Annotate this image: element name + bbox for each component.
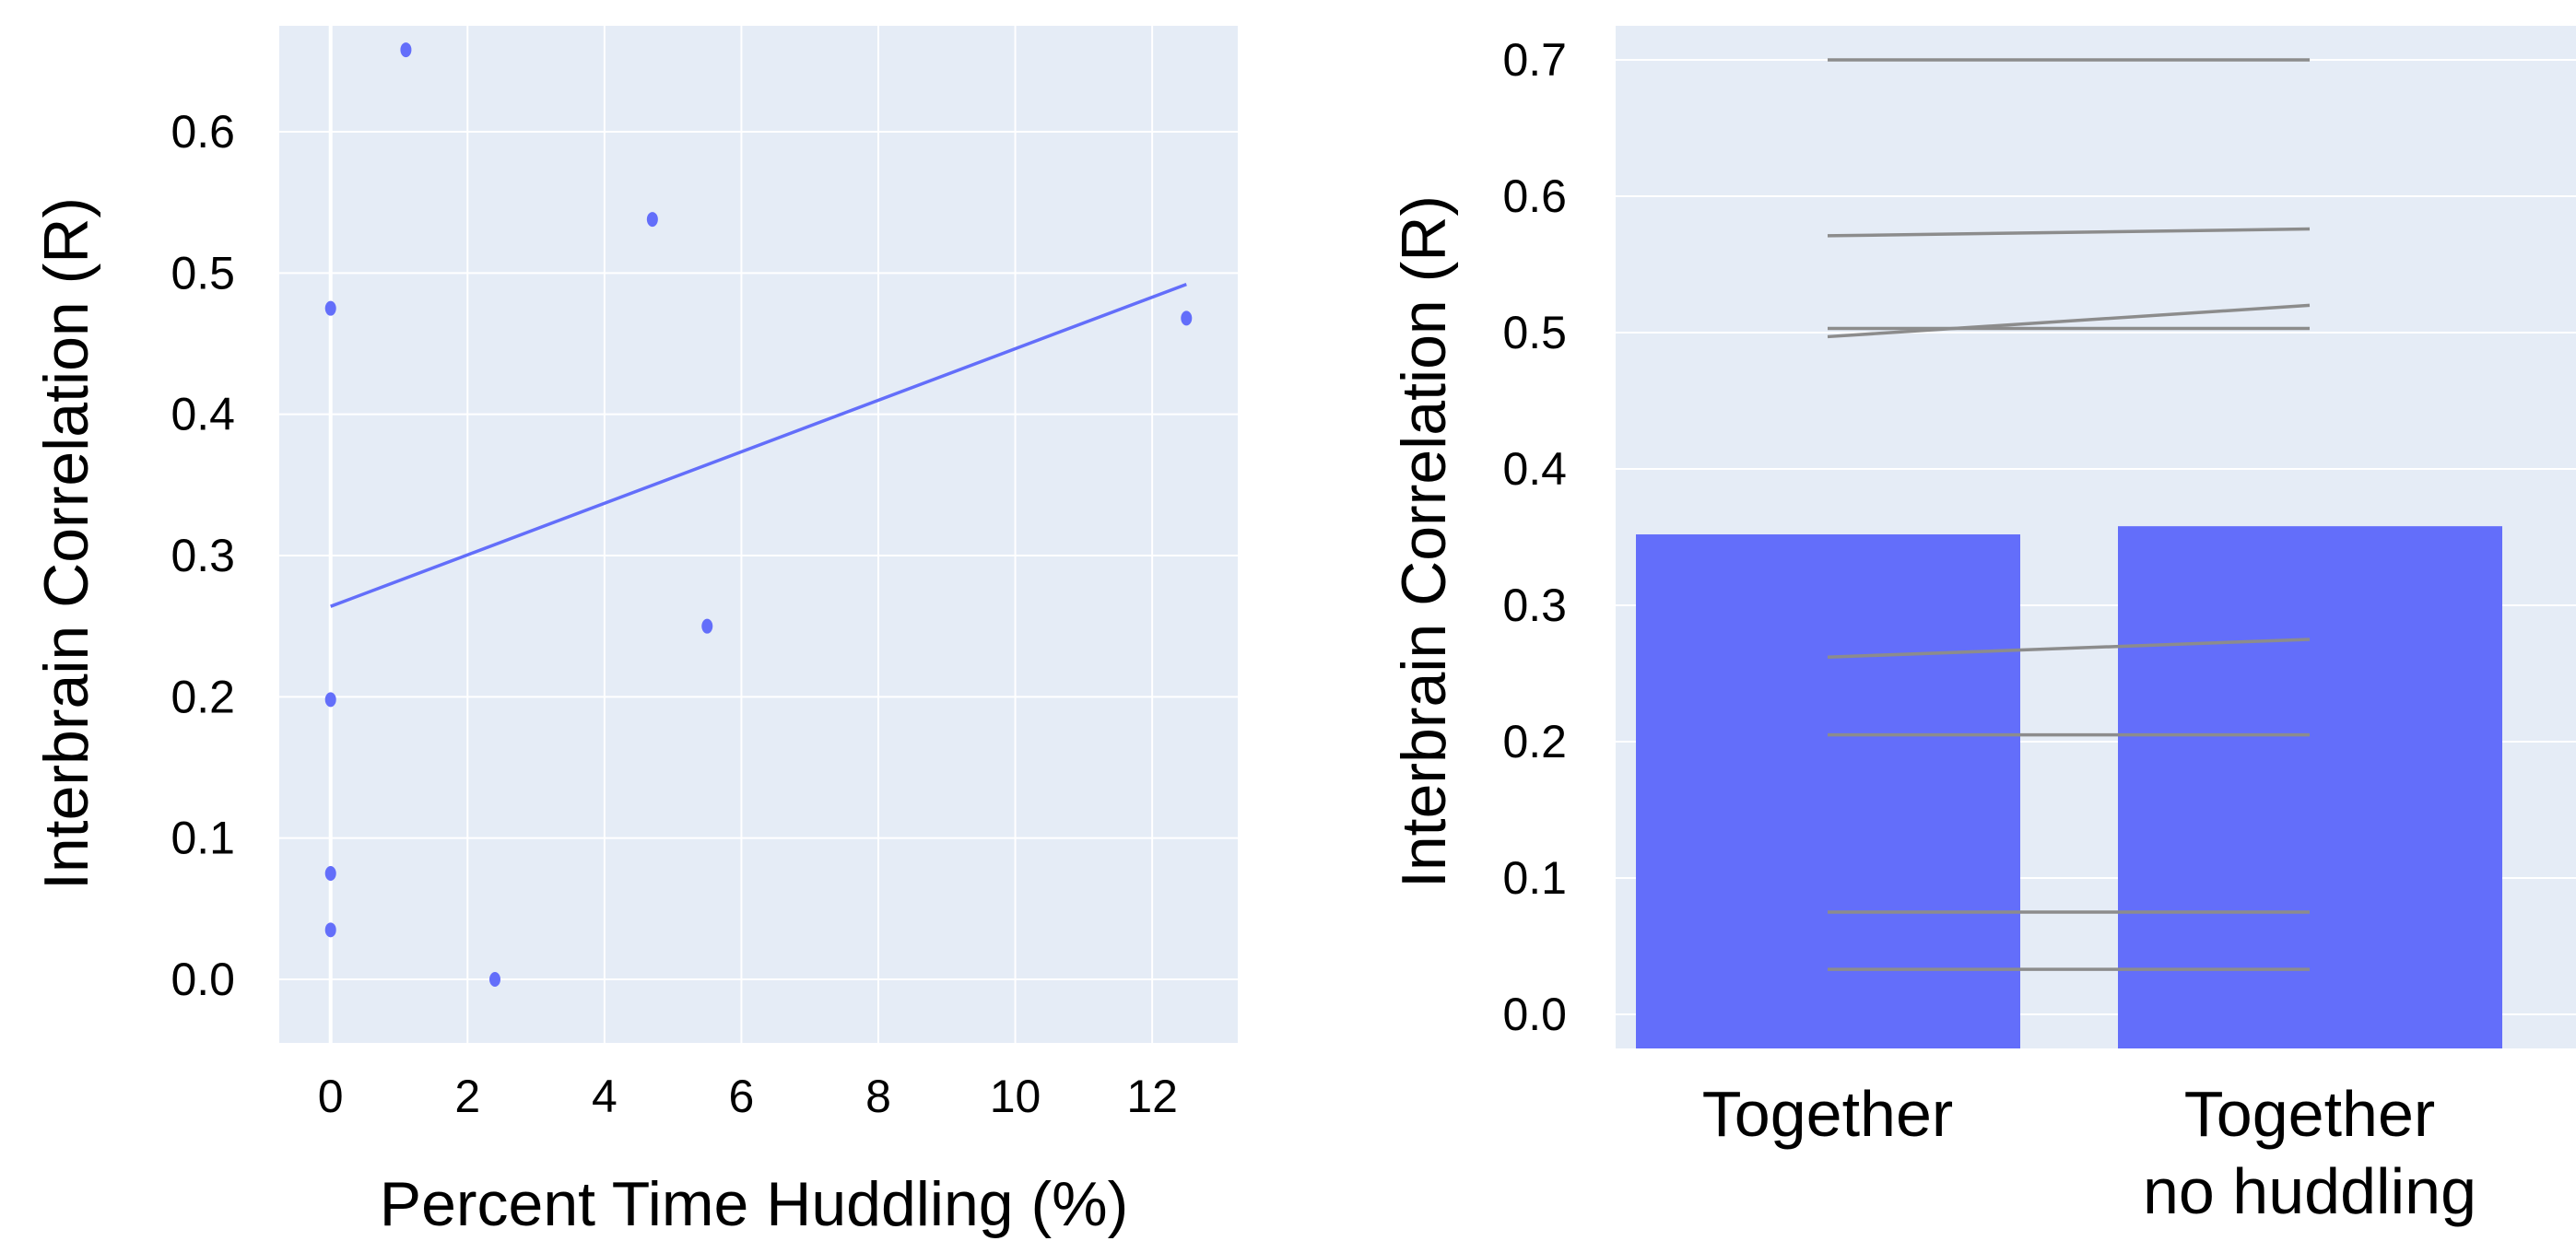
y-tick-label: 0.5: [1502, 307, 1567, 358]
y-tick-label: 0.6: [1502, 170, 1567, 222]
data-point: [324, 866, 336, 881]
regression-line: [330, 282, 1187, 608]
y-tick-label: 0.7: [1502, 34, 1567, 86]
y-axis-label: Interbrain Correlation (R): [1389, 195, 1459, 888]
x-axis-label: Percent Time Huddling (%): [380, 1169, 1129, 1239]
x-tick-label: 8: [865, 1071, 891, 1122]
y-tick-label: 0.5: [171, 247, 235, 299]
x-tick-label: 10: [990, 1071, 1041, 1122]
paired-line: [1827, 638, 2311, 659]
scatter-panel: 0 2 4 6 8 10 12 0.0 0.1 0.2 0.3 0.4 0.5 0.6 Percent Ti…: [31, 26, 1238, 1239]
y-tick-label: 0.3: [171, 530, 235, 581]
y-tick-label: 0.0: [171, 954, 235, 1005]
plot-background: [279, 26, 1238, 1043]
y-tick-label: 0.2: [1502, 716, 1567, 767]
x-tick-label: 6: [729, 1071, 755, 1122]
x-tick-label: 2: [454, 1071, 480, 1122]
data-point: [646, 212, 658, 228]
data-point: [1181, 310, 1193, 326]
paired-line: [1827, 303, 2311, 339]
y-tick-label: 0.0: [1502, 989, 1567, 1040]
data-point: [400, 42, 412, 58]
data-point: [489, 972, 500, 987]
data-point: [324, 300, 336, 316]
x-tick-label: 0: [318, 1071, 344, 1122]
y-tick-label: 0.1: [1502, 852, 1567, 904]
y-tick-label: 0.3: [1502, 580, 1567, 631]
y-tick-label: 0.6: [171, 106, 235, 158]
data-point: [701, 618, 713, 634]
y-axis-label: Interbrain Correlation (R): [31, 197, 101, 890]
x-tick-label: 12: [1126, 1071, 1178, 1122]
bar-together: [1636, 534, 2020, 1048]
y-tick-label: 0.4: [171, 389, 235, 440]
category-label-line: no huddling: [2143, 1155, 2476, 1227]
data-point: [324, 922, 336, 938]
category-label-together: Together: [1702, 1078, 1953, 1150]
bar-together-no-huddling: [2118, 526, 2502, 1048]
category-label-together-no-huddling: Together no huddling: [2143, 1078, 2476, 1227]
x-tick-label: 4: [592, 1071, 618, 1122]
y-tick-label: 0.1: [171, 813, 235, 864]
category-label-line: Together: [2184, 1078, 2435, 1150]
paired-line: [1827, 227, 2311, 238]
data-point: [324, 692, 336, 708]
y-tick-label: 0.2: [171, 671, 235, 722]
y-tick-label: 0.4: [1502, 443, 1567, 495]
